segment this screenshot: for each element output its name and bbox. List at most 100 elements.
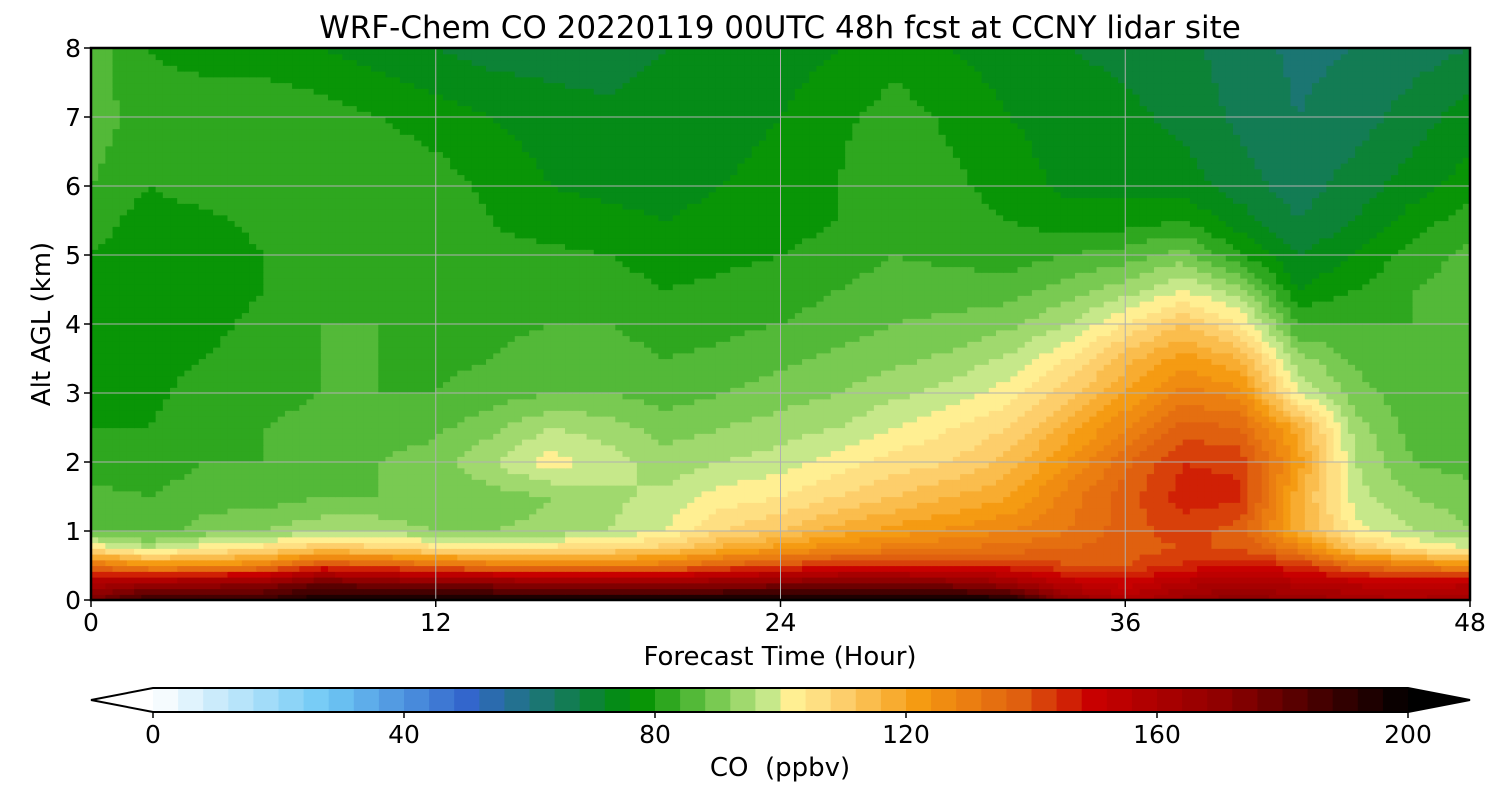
field-cell: [1118, 554, 1126, 561]
field-cell: [220, 571, 229, 578]
field-cell: [1017, 467, 1026, 475]
field-cell: [1218, 542, 1227, 549]
field-cell: [837, 462, 846, 469]
field-cell: [493, 485, 501, 492]
field-cell: [859, 577, 868, 584]
field-cell: [1419, 485, 1428, 492]
field-cell: [895, 588, 904, 595]
field-cell: [234, 536, 243, 544]
field-cell: [636, 559, 645, 567]
field-cell: [1448, 456, 1457, 463]
field-cell: [514, 450, 523, 457]
field-cell: [1175, 571, 1184, 578]
field-cell: [1031, 456, 1040, 463]
field-cell: [1024, 588, 1033, 595]
field-cell: [881, 450, 889, 457]
field-cell: [1462, 462, 1470, 469]
field-cell: [1283, 554, 1292, 561]
field-cell: [241, 536, 250, 544]
field-cell: [241, 577, 250, 584]
field-cell: [758, 582, 767, 590]
field-cell: [988, 502, 997, 509]
field-cell: [1067, 577, 1076, 584]
field-cell: [730, 450, 738, 457]
field-cell: [593, 536, 602, 544]
field-cell: [715, 559, 724, 567]
field-cell: [658, 554, 667, 561]
field-cell: [1426, 473, 1435, 480]
field-cell: [579, 473, 588, 480]
field-cell: [270, 588, 279, 595]
field-cell: [91, 444, 99, 452]
field-cell: [1017, 548, 1026, 555]
field-cell: [263, 485, 272, 492]
field-cell: [837, 479, 846, 486]
field-cell: [112, 582, 121, 590]
field-cell: [679, 565, 688, 572]
field-cell: [622, 519, 631, 526]
field-cell: [385, 577, 394, 584]
field-cell: [766, 462, 774, 469]
field-cell: [320, 565, 329, 572]
field-cell: [277, 525, 286, 532]
field-cell: [385, 450, 394, 457]
field-cell: [737, 467, 746, 475]
field-cell: [651, 588, 659, 595]
field-cell: [450, 548, 458, 555]
field-cell: [1254, 502, 1263, 509]
field-cell: [378, 473, 387, 480]
field-cell: [1355, 456, 1363, 463]
field-cell: [744, 519, 753, 526]
field-cell: [98, 582, 106, 590]
field-cell: [550, 525, 559, 532]
field-cell: [737, 485, 746, 492]
field-cell: [744, 473, 753, 480]
field-cell: [1146, 588, 1155, 595]
field-cell: [1139, 565, 1148, 572]
field-cell: [134, 594, 142, 600]
field-cell: [256, 502, 264, 509]
field-cell: [234, 456, 243, 463]
field-cell: [895, 565, 904, 572]
field-cell: [270, 559, 279, 567]
field-cell: [241, 525, 250, 532]
field-cell: [737, 525, 746, 532]
field-cell: [148, 479, 157, 486]
field-cell: [974, 582, 983, 590]
field-cell: [328, 508, 336, 515]
field-cell: [1297, 508, 1306, 515]
field-cell: [658, 525, 667, 532]
field-cell: [881, 594, 889, 600]
field-cell: [1017, 588, 1026, 595]
field-cell: [1412, 565, 1421, 572]
field-cell: [536, 462, 545, 469]
field-cell: [651, 536, 659, 544]
field-cell: [1067, 519, 1076, 526]
field-cell: [952, 559, 961, 567]
field-cell: [730, 513, 738, 521]
field-cell: [1405, 542, 1414, 549]
field-cell: [399, 594, 408, 600]
field-cell: [342, 485, 351, 492]
field-cell: [313, 462, 322, 469]
field-cell: [1412, 548, 1421, 555]
field-cell: [960, 513, 968, 521]
field-cell: [945, 548, 954, 555]
field-cell: [723, 467, 731, 475]
field-cell: [1225, 559, 1234, 567]
field-cell: [615, 450, 624, 457]
field-cell: [873, 513, 882, 521]
field-cell: [1060, 496, 1069, 503]
field-cell: [1462, 456, 1470, 463]
field-cell: [701, 519, 710, 526]
field-cell: [1024, 571, 1033, 578]
field-cell: [521, 456, 530, 463]
field-cell: [170, 536, 178, 544]
field-cell: [572, 508, 580, 515]
field-cell: [227, 462, 236, 469]
field-cell: [1462, 519, 1470, 526]
field-cell: [708, 559, 717, 567]
field-cell: [830, 571, 839, 578]
field-cell: [780, 519, 789, 526]
field-cell: [356, 559, 365, 567]
